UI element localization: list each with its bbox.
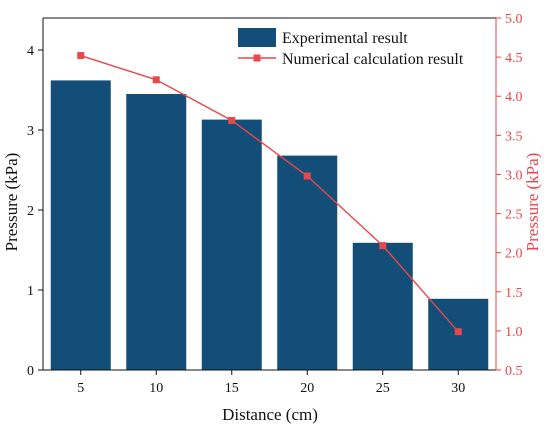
x-axis-title: Distance (cm) [222,405,318,424]
point-30 [454,328,462,336]
y-left-tick-label-4: 4 [27,44,34,59]
axes-layer: 0 1 2 3 4 0.5 1.0 1.5 2.0 2.5 3.0 3.5 4.0 4.5 5.0 5 10 15… [27,12,523,396]
y-right-tick-label-4.5: 4.5 [505,51,523,66]
y-right-tick-label-2.5: 2.5 [505,208,523,223]
y-left-tick-label-0: 0 [27,364,34,379]
x-tick-label-10: 10 [149,381,163,396]
point-15 [228,116,236,124]
legend-line-marker [253,54,261,62]
x-tick-label-5: 5 [77,381,84,396]
x-tick-label-15: 15 [225,381,239,396]
y-right-tick-label-1.0: 1.0 [505,325,523,340]
y-right-tick-label-0.5: 0.5 [505,364,523,379]
x-tick-label-30: 30 [451,381,465,396]
x-tick-label-20: 20 [300,381,314,396]
legend-bar-label: Experimental result [282,30,408,47]
y-right-tick-label-5.0: 5.0 [505,12,523,27]
point-10 [152,76,160,84]
bar-10 [126,94,187,370]
point-5 [77,52,85,60]
line-layer [77,52,462,336]
series-line-numerical [80,54,459,333]
y-right-tick-label-2.0: 2.0 [505,247,523,262]
x-tick-label-25: 25 [376,381,390,396]
bar-15 [201,119,262,370]
y-right-tick-label-1.5: 1.5 [505,286,523,301]
bar-20 [277,155,338,370]
bar-5 [50,80,111,371]
bar-25 [352,242,413,370]
bars-layer [50,80,489,371]
legend-bar-swatch [238,28,276,47]
y-right-tick-label-3.0: 3.0 [505,168,523,183]
y-right-tick-label-4.0: 4.0 [505,90,523,105]
y-left-tick-label-2: 2 [27,204,34,219]
point-20 [303,172,311,180]
legend: Experimental result Numerical calculatio… [238,28,464,68]
y-left-tick-label-3: 3 [27,124,34,139]
y-axis-right-title: Pressure (kPa) [523,153,542,252]
y-right-tick-label-3.5: 3.5 [505,129,523,144]
y-left-tick-label-1: 1 [27,284,34,299]
point-25 [379,242,387,250]
legend-line-label: Numerical calculation result [282,51,464,68]
y-axis-left-title: Pressure (kPa) [2,153,21,252]
